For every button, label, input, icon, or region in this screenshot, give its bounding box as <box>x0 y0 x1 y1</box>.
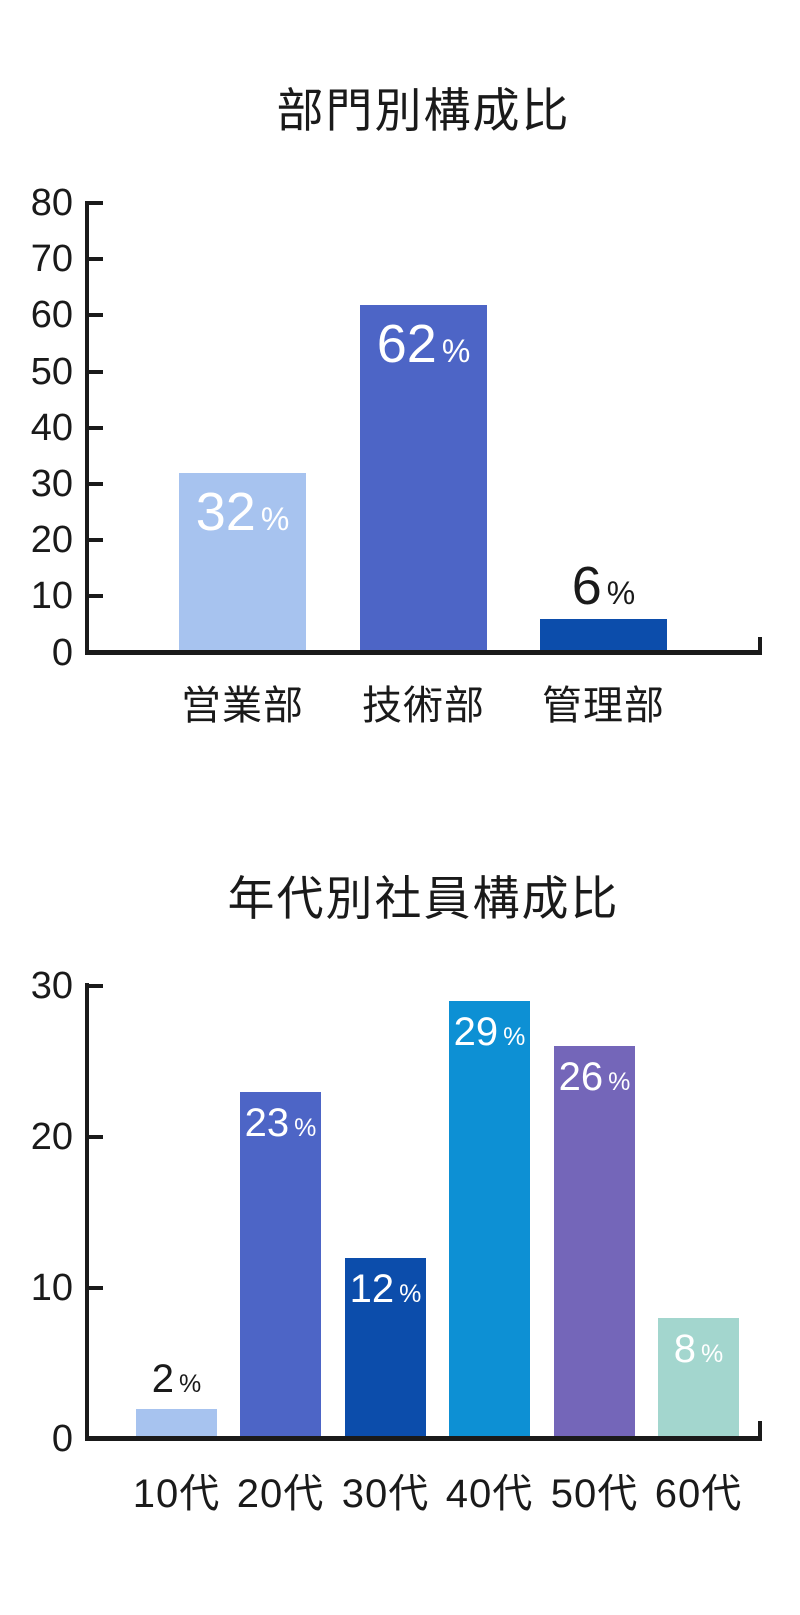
bar-value: 6 <box>571 556 602 616</box>
y-tick <box>85 200 103 205</box>
bar-value-label: 26% <box>554 1046 635 1097</box>
y-tick-label: 30 <box>30 964 73 1007</box>
category-label: 60代 <box>654 1472 743 1516</box>
x-axis-end-tick <box>758 1421 762 1436</box>
percent-unit: % <box>503 1023 526 1051</box>
bar-value: 23 <box>244 1101 290 1145</box>
category-label: 技術部 <box>362 684 485 728</box>
bar-value-label: 23% <box>240 1092 321 1143</box>
y-tick-label: 30 <box>30 462 73 505</box>
y-tick-label: 80 <box>30 181 73 224</box>
category-label: 50代 <box>550 1472 639 1516</box>
bar-value: 29 <box>453 1010 499 1054</box>
bar-value: 2 <box>151 1357 174 1401</box>
y-tick-label: 60 <box>30 294 73 337</box>
bar <box>540 619 667 653</box>
category-label: 営業部 <box>181 684 304 728</box>
y-tick <box>85 369 103 374</box>
y-tick <box>85 1285 103 1290</box>
category-label: 管理部 <box>542 684 665 728</box>
y-tick-label: 50 <box>30 350 73 393</box>
percent-unit: % <box>294 1114 317 1142</box>
bar: 26% <box>554 1046 635 1439</box>
y-tick-label: 40 <box>30 406 73 449</box>
bar <box>136 1409 217 1439</box>
age-chart-title: 年代別社員構成比 <box>227 872 620 925</box>
y-tick-label: 20 <box>30 519 73 562</box>
department-chart-title: 部門別構成比 <box>276 84 571 137</box>
y-tick-label: 20 <box>30 1115 73 1158</box>
y-tick-label: 0 <box>51 1417 73 1460</box>
y-tick <box>85 313 103 318</box>
category-label: 30代 <box>341 1472 430 1516</box>
bar: 12% <box>345 1258 426 1439</box>
y-tick <box>85 594 103 599</box>
category-label: 10代 <box>132 1472 221 1516</box>
bar: 23% <box>240 1092 321 1439</box>
percent-unit: % <box>399 1280 422 1308</box>
category-label: 40代 <box>445 1472 534 1516</box>
bar-value-label: 12% <box>345 1258 426 1309</box>
bar-value: 8 <box>673 1327 696 1371</box>
bar-value-label: 29% <box>449 1001 530 1052</box>
x-axis-line <box>85 650 762 655</box>
y-tick <box>85 257 103 262</box>
bar-value-label: 32% <box>179 473 306 539</box>
category-label: 20代 <box>236 1472 325 1516</box>
percent-unit: % <box>606 575 636 611</box>
y-tick-label: 10 <box>30 1266 73 1309</box>
y-tick <box>85 1134 103 1139</box>
x-axis-line <box>85 1436 762 1441</box>
bar-value: 32 <box>195 482 256 542</box>
y-tick-label: 10 <box>30 575 73 618</box>
bar: 8% <box>658 1318 739 1439</box>
percent-unit: % <box>701 1340 724 1368</box>
bar-value: 62 <box>376 314 437 374</box>
y-tick <box>85 425 103 430</box>
percent-unit: % <box>179 1370 202 1398</box>
bar-value: 26 <box>558 1055 604 1099</box>
bar-value-label: 6% <box>500 559 707 613</box>
x-axis-end-tick <box>758 637 762 650</box>
bar-value-label: 62% <box>360 305 487 371</box>
y-tick <box>85 538 103 543</box>
percent-unit: % <box>608 1068 631 1096</box>
bar-value-label: 2% <box>96 1357 257 1401</box>
percent-unit: % <box>260 501 290 537</box>
bar: 29% <box>449 1001 530 1439</box>
bar-value: 12 <box>349 1267 395 1311</box>
percent-unit: % <box>441 333 471 369</box>
y-tick <box>85 481 103 486</box>
y-tick-label: 0 <box>51 631 73 674</box>
bar-value-label: 8% <box>658 1318 739 1369</box>
bar: 32% <box>179 473 306 653</box>
y-tick <box>85 983 103 988</box>
y-tick-label: 70 <box>30 238 73 281</box>
y-axis-line <box>85 983 89 1441</box>
bar: 62% <box>360 305 487 653</box>
